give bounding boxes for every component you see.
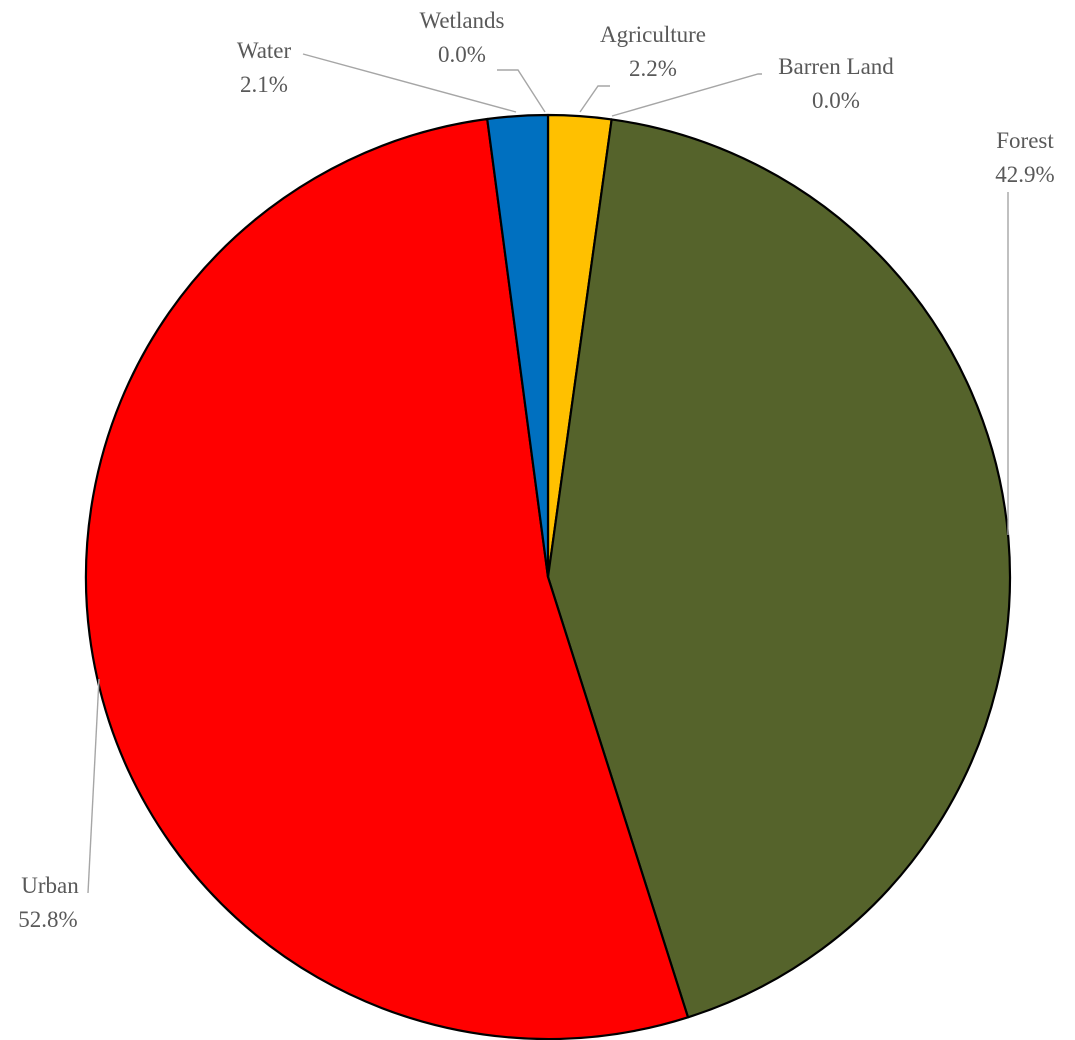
- leader-line-barren-land: [611, 73, 762, 117]
- leader-line-agriculture: [579, 85, 610, 113]
- leader-line-wetlands: [497, 69, 546, 113]
- label-value-urban: 52.8%: [18, 907, 77, 932]
- label-value-forest: 42.9%: [995, 162, 1054, 187]
- label-name-forest: Forest: [996, 128, 1054, 153]
- pie-slice-forest: [546, 118, 1012, 1019]
- pie-slices: [84, 113, 1012, 1040]
- pie-slice-water: [486, 113, 550, 579]
- leader-lines: [87, 53, 1009, 894]
- label-name-agriculture: Agriculture: [600, 22, 706, 47]
- label-value-water: 2.1%: [240, 72, 288, 97]
- label-name-barren-land: Barren Land: [778, 54, 894, 79]
- label-name-urban: Urban: [21, 873, 79, 898]
- data-labels: Agriculture 2.2% Barren Land 0.0% Forest 42.9…: [18, 8, 1054, 932]
- label-name-wetlands: Wetlands: [419, 8, 504, 33]
- label-value-wetlands: 0.0%: [438, 42, 486, 67]
- leader-line-water: [302, 53, 517, 113]
- label-name-water: Water: [237, 38, 292, 63]
- leader-line-urban: [87, 678, 100, 894]
- label-value-barren-land: 0.0%: [812, 88, 860, 113]
- pie-slice-urban: [84, 117, 690, 1040]
- label-value-agriculture: 2.2%: [629, 56, 677, 81]
